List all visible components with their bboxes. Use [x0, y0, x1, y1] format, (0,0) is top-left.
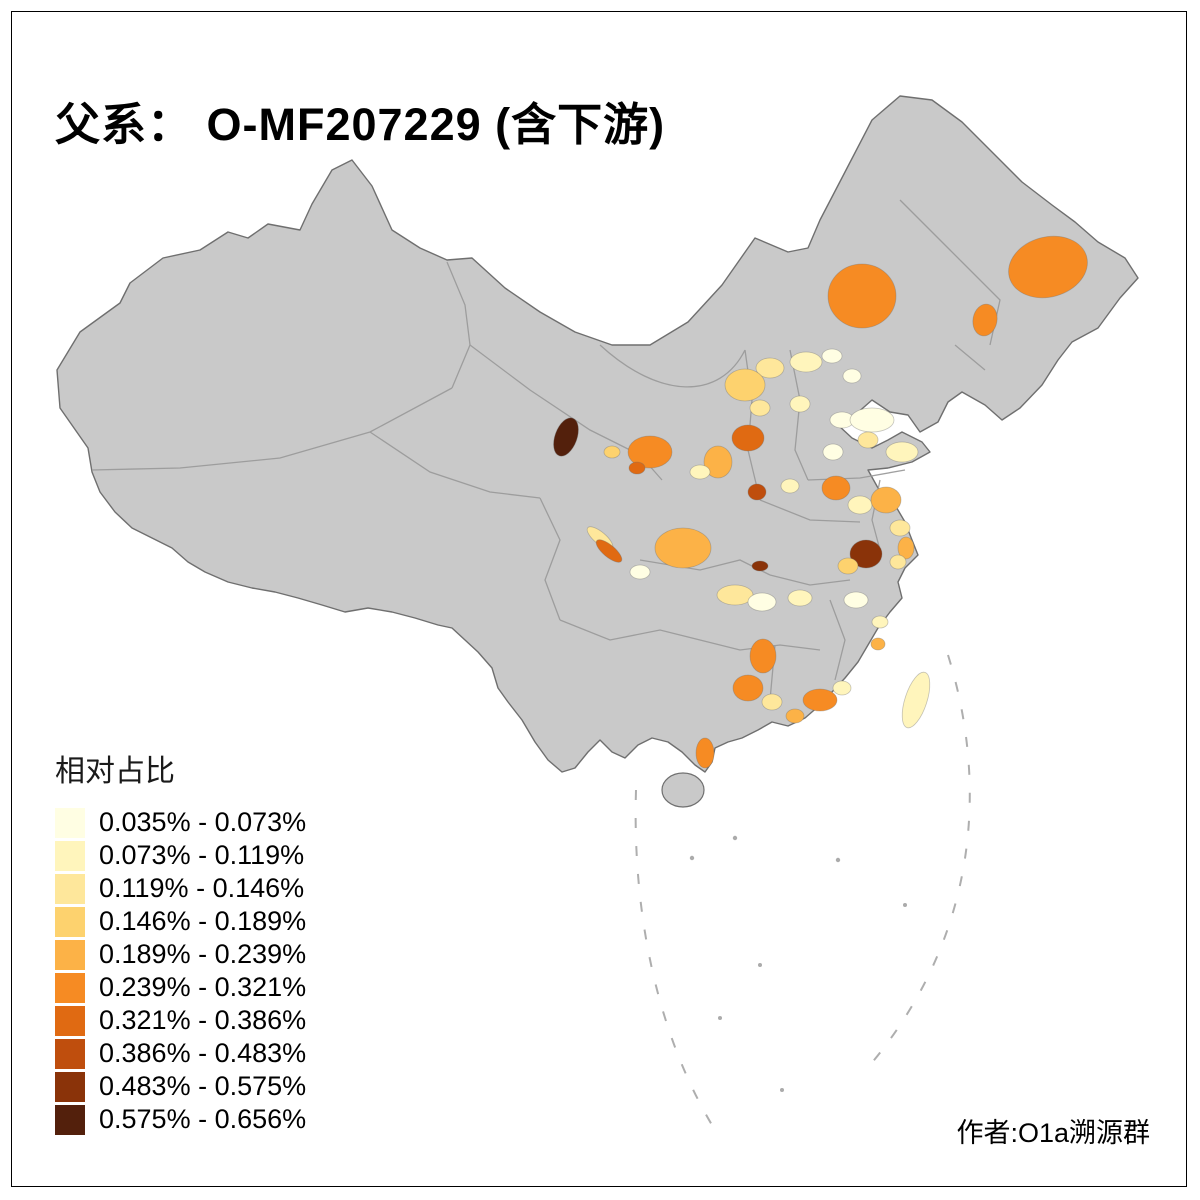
- map-region: [789, 351, 823, 373]
- hainan-island: [661, 772, 705, 808]
- legend-row: 0.575% - 0.656%: [55, 1103, 306, 1136]
- legend-row: 0.386% - 0.483%: [55, 1037, 306, 1070]
- sea-islands: [689, 835, 907, 1092]
- map-region: [822, 443, 844, 461]
- legend-label: 0.035% - 0.073%: [99, 807, 307, 837]
- map-region: [1008, 235, 1088, 299]
- legend-rows: 0.035% - 0.073% 0.073% - 0.119% 0.119% - 0…: [55, 806, 306, 1136]
- map-region: [654, 527, 712, 569]
- author-credit: 作者:O1a溯源群: [956, 1118, 1150, 1148]
- legend-row: 0.073% - 0.119%: [55, 839, 306, 872]
- map-region: [595, 539, 623, 563]
- map-region: [553, 417, 579, 457]
- legend-label: 0.239% - 0.321%: [99, 972, 307, 1002]
- map-region: [724, 368, 766, 402]
- map-region: [785, 708, 805, 724]
- map-region: [751, 560, 769, 572]
- map-region: [761, 693, 783, 711]
- map-region: [843, 591, 869, 609]
- legend-row: 0.239% - 0.321%: [55, 971, 306, 1004]
- map-region: [857, 431, 879, 449]
- legend-label: 0.575% - 0.656%: [99, 1104, 307, 1134]
- legend: 相对占比 0.035% - 0.073% 0.073% - 0.119% 0.119…: [55, 746, 306, 1136]
- map-region: [695, 737, 715, 769]
- legend-row: 0.119% - 0.146%: [55, 872, 306, 905]
- map-region: [870, 486, 902, 514]
- legend-label: 0.146% - 0.189%: [99, 906, 307, 936]
- legend-swatch: [55, 972, 85, 1003]
- legend-title: 相对占比: [55, 755, 175, 788]
- legend-label: 0.073% - 0.119%: [99, 840, 305, 870]
- map-region: [780, 478, 800, 494]
- map-region: [889, 519, 911, 537]
- map-region: [747, 592, 777, 612]
- map-region: [821, 348, 843, 364]
- legend-swatch: [55, 807, 85, 838]
- legend-row: 0.035% - 0.073%: [55, 806, 306, 839]
- map-region: [716, 584, 754, 606]
- legend-swatch: [55, 1071, 85, 1102]
- map-region: [747, 483, 767, 501]
- map-region: [732, 674, 764, 702]
- map-region: [802, 688, 838, 712]
- map-region: [842, 368, 862, 384]
- map-region: [827, 263, 897, 329]
- map-region: [849, 539, 883, 569]
- prefecture-regions: [553, 235, 1088, 769]
- legend-swatch: [55, 1038, 85, 1069]
- legend-swatch: [55, 939, 85, 970]
- legend-row: 0.483% - 0.575%: [55, 1070, 306, 1103]
- legend-row: 0.146% - 0.189%: [55, 905, 306, 938]
- legend-swatch: [55, 1104, 85, 1135]
- map-region: [885, 441, 919, 463]
- map-region: [787, 589, 813, 607]
- map-region: [901, 671, 931, 729]
- map-region: [871, 615, 889, 629]
- map-region: [847, 495, 873, 515]
- map-region: [629, 564, 651, 580]
- map-region: [849, 407, 895, 433]
- map-title: 父系： O-MF207229 (含下游): [55, 99, 666, 151]
- nine-dash-line: [634, 654, 971, 1131]
- map-region: [627, 435, 673, 469]
- legend-row: 0.321% - 0.386%: [55, 1004, 306, 1037]
- map-region: [889, 554, 907, 570]
- legend-label: 0.386% - 0.483%: [99, 1038, 307, 1068]
- legend-swatch: [55, 906, 85, 937]
- map-region: [603, 445, 621, 459]
- legend-label: 0.119% - 0.146%: [99, 873, 305, 903]
- map-region: [870, 637, 886, 651]
- map-region: [749, 399, 771, 417]
- map-region: [789, 395, 811, 413]
- legend-label: 0.483% - 0.575%: [99, 1071, 307, 1101]
- legend-swatch: [55, 840, 85, 871]
- map-region: [897, 536, 915, 560]
- map-region: [821, 475, 851, 501]
- legend-swatch: [55, 1005, 85, 1036]
- map-region: [972, 303, 998, 337]
- map-region: [832, 680, 852, 696]
- map-region: [628, 461, 646, 475]
- map-region: [731, 424, 765, 452]
- map-region: [755, 357, 785, 379]
- map-region: [749, 638, 777, 674]
- legend-label: 0.321% - 0.386%: [99, 1005, 307, 1035]
- legend-label: 0.189% - 0.239%: [99, 939, 307, 969]
- legend-swatch: [55, 873, 85, 904]
- map-region: [689, 464, 711, 480]
- map-region: [703, 445, 733, 479]
- map-region: [837, 557, 859, 575]
- legend-row: 0.189% - 0.239%: [55, 938, 306, 971]
